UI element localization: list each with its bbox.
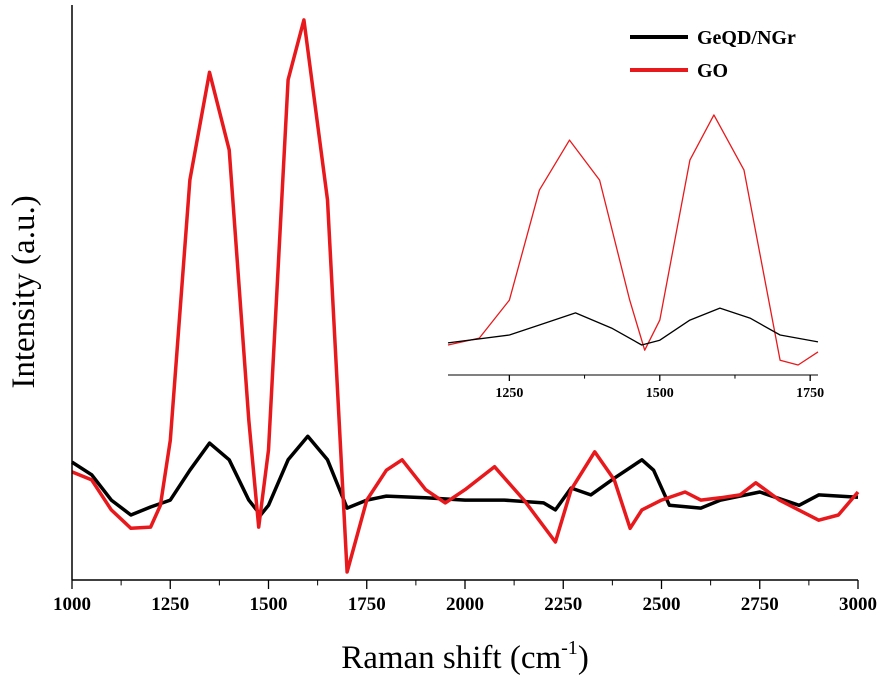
x-tick-label: 1000 (53, 594, 91, 615)
x-tick-label: 1500 (646, 386, 674, 401)
x-tick-label: 2500 (643, 594, 681, 615)
x-tick-label: 3000 (839, 594, 877, 615)
x-axis-label-end: ) (578, 640, 589, 676)
x-tick-label: 1750 (348, 594, 386, 615)
data-line (447, 307, 819, 346)
x-axis-label: Raman shift (cm-1) (341, 637, 589, 676)
x-axis-label-sup: -1 (561, 637, 578, 659)
data-line (71, 18, 860, 574)
legend-label: GeQD/NGr (697, 27, 796, 49)
x-tick-label: 2750 (741, 594, 779, 615)
y-axis-label: Intensity (a.u.) (6, 195, 42, 388)
x-tick-label: 2250 (544, 594, 582, 615)
x-tick-label: 1750 (796, 386, 824, 401)
data-line (71, 434, 859, 517)
x-tick-label: 2000 (446, 594, 484, 615)
x-tick-label: 1500 (250, 594, 288, 615)
x-tick-label: 1250 (151, 594, 189, 615)
legend-label: GO (697, 60, 728, 82)
data-line (447, 114, 819, 366)
x-axis-label-main: Raman shift (cm (341, 640, 561, 676)
x-tick-label: 1250 (495, 386, 523, 401)
